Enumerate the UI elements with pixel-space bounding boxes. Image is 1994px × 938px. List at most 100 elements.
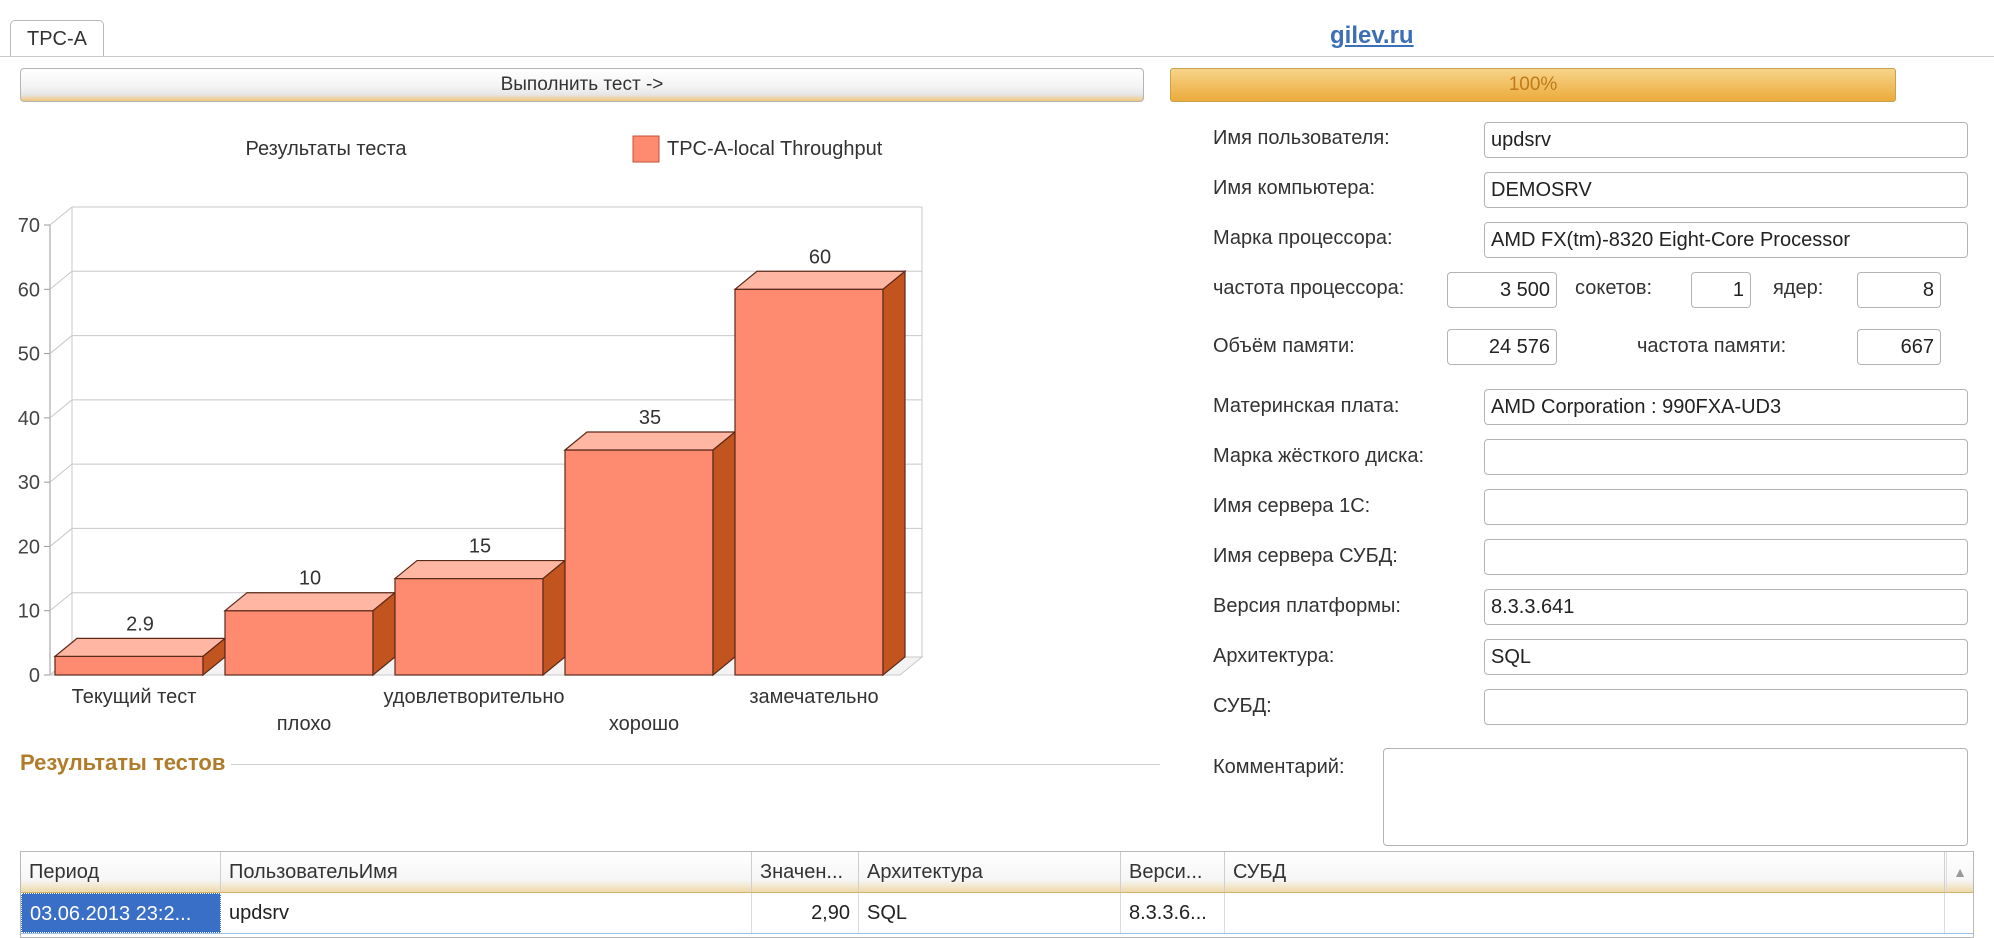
y-tick-label: 60	[18, 279, 40, 301]
category-label: замечательно	[749, 686, 878, 708]
bar-3-top	[393, 559, 567, 580]
cpu-frequency-field[interactable]: 3 500	[1447, 272, 1557, 308]
disk-field[interactable]	[1484, 439, 1968, 475]
platform-label: Версия платформы:	[1213, 595, 1401, 617]
category-label: плохо	[277, 713, 332, 735]
dbms-field[interactable]	[1484, 689, 1968, 725]
results-section-title: Результаты тестов	[20, 750, 232, 776]
value-label: 10	[299, 568, 321, 590]
sockets-field[interactable]: 1	[1691, 272, 1751, 308]
table-header: Период ПользовательИмя Значен... Архитек…	[21, 852, 1973, 893]
architecture-field[interactable]: SQL	[1484, 639, 1968, 675]
dbms-server-field[interactable]	[1484, 539, 1968, 575]
chart-title: Результаты теста	[245, 138, 407, 160]
table-row[interactable]: 03.06.2013 23:2... updsrv 2,90 SQL 8.3.3…	[21, 893, 1973, 934]
value-label: 60	[809, 246, 831, 268]
cell-dbms[interactable]	[1225, 893, 1945, 933]
legend-label: TPC-A-local Throughput	[667, 138, 883, 160]
cores-label: ядер:	[1773, 277, 1824, 299]
y-tick-label: 20	[18, 536, 40, 558]
column-period[interactable]: Период	[21, 852, 221, 892]
bar-1-top	[53, 637, 227, 657]
category-label: хорошо	[609, 713, 679, 735]
motherboard-field[interactable]: AMD Corporation : 990FXA-UD3	[1484, 389, 1968, 425]
tab-tpc-a[interactable]: TPC-A	[10, 20, 104, 56]
cores-field[interactable]: 8	[1857, 272, 1941, 308]
cell-version[interactable]: 8.3.3.6...	[1121, 893, 1225, 933]
chart-bars	[53, 270, 907, 677]
dbms-server-label: Имя сервера СУБД:	[1213, 545, 1398, 567]
value-label: 2.9	[126, 613, 154, 635]
bar-5-side	[882, 270, 906, 677]
memory-frequency-field[interactable]: 667	[1857, 329, 1941, 365]
sockets-label: сокетов:	[1575, 277, 1653, 299]
cpu-label: Марка процессора:	[1213, 227, 1393, 249]
disk-label: Марка жёсткого диска:	[1213, 445, 1425, 467]
cpu-frequency-label: частота процессора:	[1213, 277, 1405, 299]
gilev-link[interactable]: gilev.ru	[1330, 22, 1414, 49]
cell-architecture[interactable]: SQL	[859, 893, 1121, 933]
y-tick-label: 30	[18, 472, 40, 494]
comment-label: Комментарий:	[1213, 756, 1345, 778]
legend-swatch	[632, 135, 660, 163]
bar-5-front	[734, 288, 884, 676]
grid-diagonal	[49, 399, 73, 419]
column-version[interactable]: Верси...	[1121, 852, 1225, 892]
tab-strip	[0, 0, 1994, 57]
bar-2-front	[224, 610, 374, 676]
y-tick-label: 50	[18, 344, 40, 366]
cell-user[interactable]: updsrv	[221, 893, 752, 933]
memory-label: Объём памяти:	[1213, 335, 1355, 357]
user-label: Имя пользователя:	[1213, 127, 1390, 149]
chart-labels: 0 10 20 30 40 50 60 70 2.9 Текущий тест 10 плохо 15 у…	[18, 215, 879, 735]
memory-field[interactable]: 24 576	[1447, 329, 1557, 365]
user-field[interactable]: updsrv	[1484, 122, 1968, 158]
comment-field[interactable]	[1383, 748, 1968, 846]
progress-text: 100%	[1508, 74, 1558, 95]
value-label: 35	[639, 407, 661, 429]
run-test-button[interactable]: Выполнить тест ->	[20, 68, 1144, 102]
computer-label: Имя компьютера:	[1213, 177, 1376, 199]
grid-diagonal	[49, 528, 73, 547]
bar-4-top	[563, 431, 737, 451]
server-1c-field[interactable]	[1484, 489, 1968, 525]
grid-diagonal	[49, 335, 73, 354]
value-label: 15	[469, 536, 491, 558]
cpu-field[interactable]: AMD FX(tm)-8320 Eight-Core Processor	[1484, 222, 1968, 258]
bar-1-front	[54, 655, 204, 676]
column-value[interactable]: Значен...	[752, 852, 859, 892]
results-table[interactable]: Период ПользовательИмя Значен... Архитек…	[20, 851, 1974, 938]
scroll-up-icon[interactable]: ▲	[1946, 852, 1973, 892]
bar-4-front	[564, 449, 714, 676]
cell-value[interactable]: 2,90	[752, 893, 859, 933]
bar-3-front	[394, 577, 544, 676]
bar-3-side	[542, 559, 566, 677]
y-tick-label: 40	[18, 408, 40, 430]
category-label: удовлетворительно	[383, 686, 564, 708]
column-dbms[interactable]: СУБД	[1225, 852, 1945, 892]
grid-diagonal	[49, 463, 73, 483]
progress-bar: 100%	[1170, 68, 1896, 102]
category-label: Текущий тест	[72, 686, 197, 708]
platform-field[interactable]: 8.3.3.641	[1484, 589, 1968, 625]
column-architecture[interactable]: Архитектура	[859, 852, 1121, 892]
motherboard-label: Материнская плата:	[1213, 395, 1400, 417]
y-tick-label: 0	[29, 665, 40, 687]
cell-period[interactable]: 03.06.2013 23:2...	[21, 893, 221, 933]
y-tick-label: 70	[18, 215, 40, 237]
memory-frequency-label: частота памяти:	[1637, 335, 1787, 357]
server-1c-label: Имя сервера 1С:	[1213, 495, 1371, 517]
dbms-label: СУБД:	[1213, 695, 1272, 717]
grid-diagonal	[49, 206, 73, 226]
results-chart: Результаты теста TPC-A-local Throughput …	[18, 135, 924, 735]
column-user[interactable]: ПользовательИмя	[221, 852, 752, 892]
grid-diagonal	[49, 270, 73, 290]
bar-2-top	[223, 592, 397, 612]
bar-4-side	[712, 430, 736, 677]
architecture-label: Архитектура:	[1213, 645, 1335, 667]
y-tick-label: 10	[18, 601, 40, 623]
bar-5-top	[733, 270, 907, 290]
section-divider	[20, 764, 1160, 765]
grid-diagonal	[49, 592, 73, 612]
computer-field[interactable]: DEMOSRV	[1484, 172, 1968, 208]
